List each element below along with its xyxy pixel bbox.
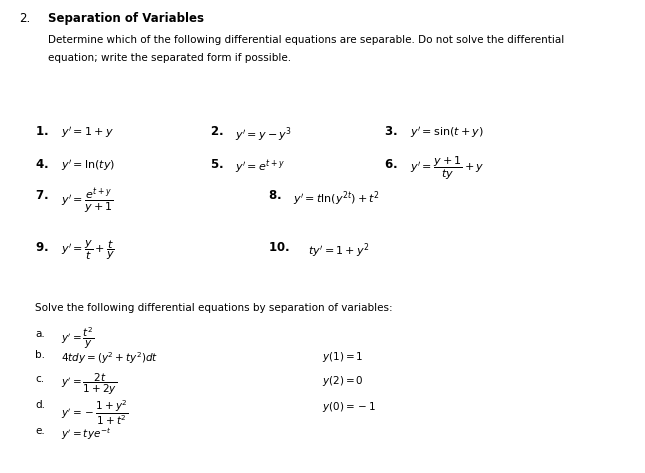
Text: $\mathbf{9.}$: $\mathbf{9.}$	[35, 241, 49, 254]
Text: $\mathbf{10.}$: $\mathbf{10.}$	[268, 241, 290, 254]
Text: $\mathbf{6.}$: $\mathbf{6.}$	[384, 158, 397, 171]
Text: $y(0) = -1$: $y(0) = -1$	[322, 400, 377, 414]
Text: Determine which of the following differential equations are separable. Do not so: Determine which of the following differe…	[48, 35, 564, 45]
Text: $y' = y - y^3$: $y' = y - y^3$	[235, 125, 292, 144]
Text: Separation of Variables: Separation of Variables	[48, 12, 204, 25]
Text: $y' = \dfrac{2t}{1+2y}$: $y' = \dfrac{2t}{1+2y}$	[61, 372, 117, 397]
Text: $y' = e^{t+y}$: $y' = e^{t+y}$	[235, 158, 286, 176]
Text: e.: e.	[35, 426, 45, 436]
Text: $\mathbf{4.}$: $\mathbf{4.}$	[35, 158, 49, 171]
Text: $y(2) = 0$: $y(2) = 0$	[322, 374, 364, 388]
Text: $y' = \ln(ty)$: $y' = \ln(ty)$	[61, 158, 115, 174]
Text: equation; write the separated form if possible.: equation; write the separated form if po…	[48, 53, 292, 63]
Text: $y' = 1 + y$: $y' = 1 + y$	[61, 125, 114, 140]
Text: $y(1) = 1$: $y(1) = 1$	[322, 350, 364, 364]
Text: Solve the following differential equations by separation of variables:: Solve the following differential equatio…	[35, 303, 393, 313]
Text: d.: d.	[35, 400, 46, 410]
Text: $\mathbf{7.}$: $\mathbf{7.}$	[35, 189, 49, 202]
Text: $y' = \sin(t + y)$: $y' = \sin(t + y)$	[410, 125, 483, 140]
Text: c.: c.	[35, 374, 45, 384]
Text: $y' = \dfrac{y+1}{ty} + y$: $y' = \dfrac{y+1}{ty} + y$	[410, 155, 484, 182]
Text: a.: a.	[35, 329, 45, 339]
Text: $\mathbf{5.}$: $\mathbf{5.}$	[210, 158, 223, 171]
Text: $y' = \dfrac{y}{t} + \dfrac{t}{y}$: $y' = \dfrac{y}{t} + \dfrac{t}{y}$	[61, 239, 115, 263]
Text: $4tdy = (y^2 + ty^2)dt$: $4tdy = (y^2 + ty^2)dt$	[61, 350, 159, 366]
Text: $y' = tye^{-t}$: $y' = tye^{-t}$	[61, 426, 112, 441]
Text: $y' = \dfrac{t^2}{y}$: $y' = \dfrac{t^2}{y}$	[61, 326, 95, 351]
Text: $\mathbf{3.}$: $\mathbf{3.}$	[384, 125, 397, 138]
Text: $\mathbf{8.}$: $\mathbf{8.}$	[268, 189, 281, 202]
Text: $\mathbf{1.}$: $\mathbf{1.}$	[35, 125, 49, 138]
Text: $y' = \dfrac{e^{t+y}}{y+1}$: $y' = \dfrac{e^{t+y}}{y+1}$	[61, 187, 114, 216]
Text: $y' = t\ln(y^{2t}) + t^2$: $y' = t\ln(y^{2t}) + t^2$	[293, 189, 381, 208]
Text: $\mathbf{2.}$: $\mathbf{2.}$	[210, 125, 223, 138]
Text: 2.: 2.	[19, 12, 30, 25]
Text: $ty' = 1 + y^2$: $ty' = 1 + y^2$	[308, 241, 370, 260]
Text: b.: b.	[35, 350, 46, 360]
Text: $y' = -\dfrac{1+y^2}{1+t^2}$: $y' = -\dfrac{1+y^2}{1+t^2}$	[61, 398, 129, 427]
